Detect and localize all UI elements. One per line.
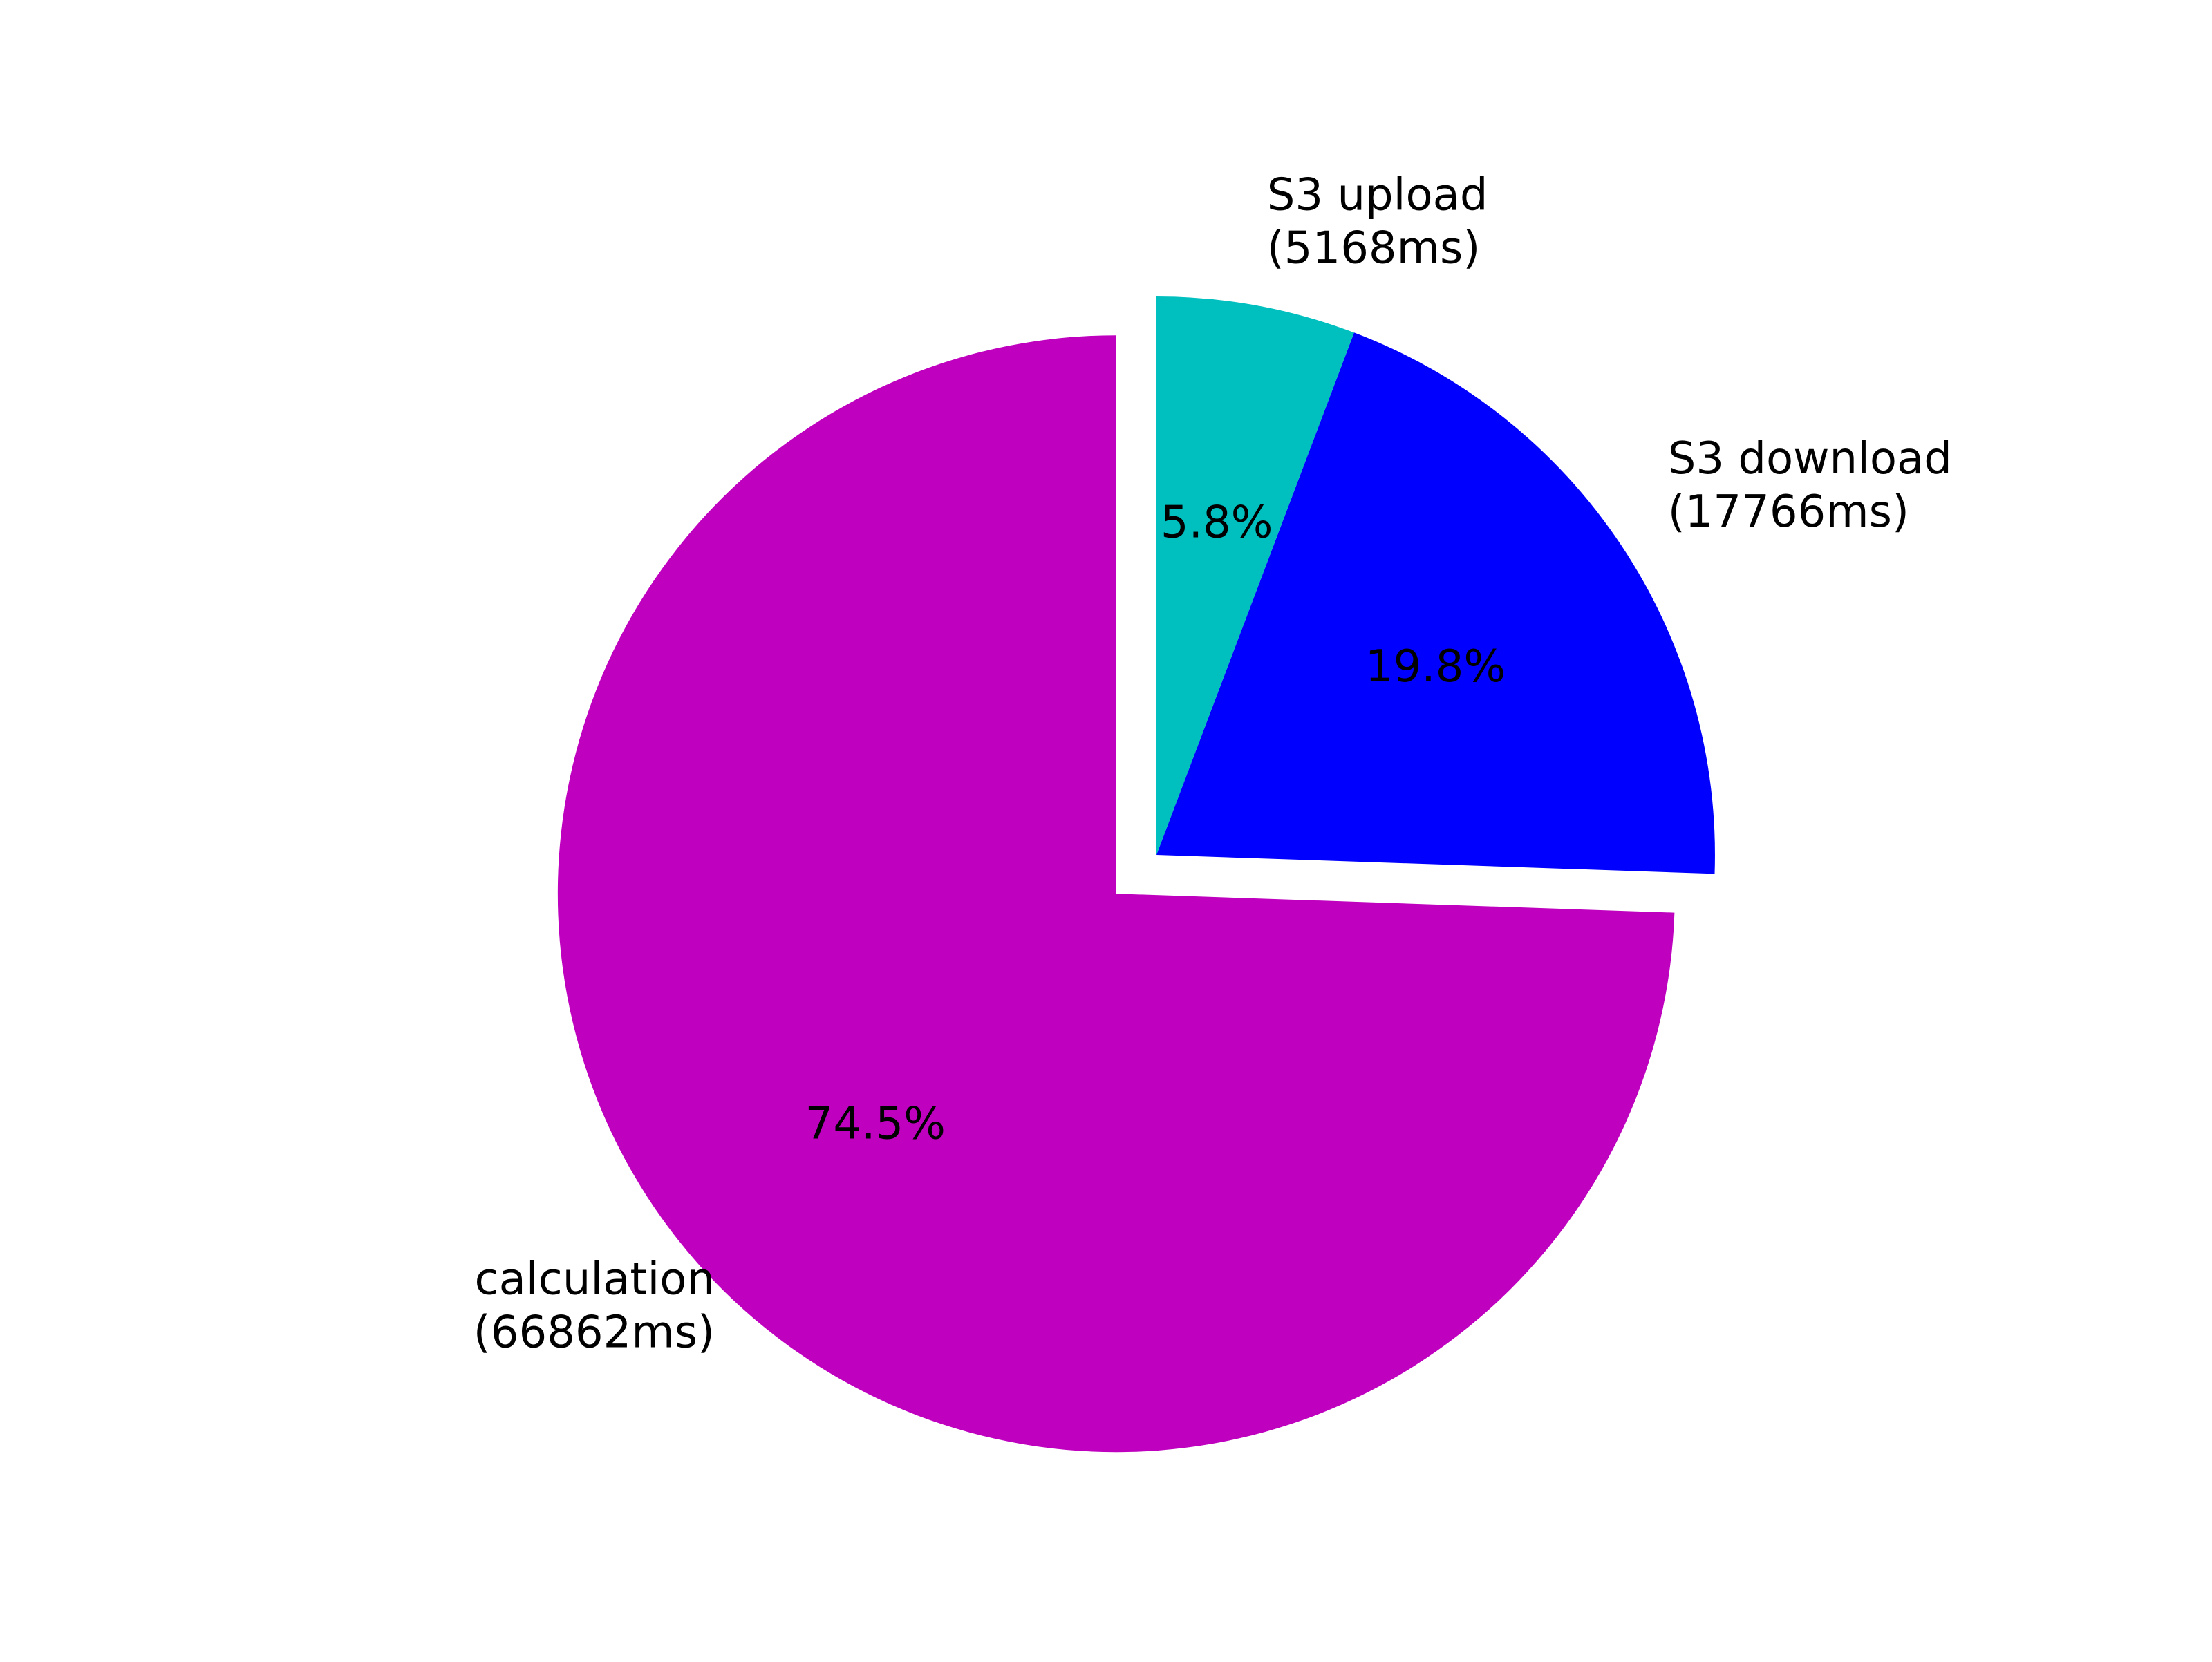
pie-slice-s3-download — [1156, 332, 1715, 874]
slice-value-calculation: (66862ms) — [474, 1307, 715, 1358]
pct-label-calculation: 74.5% — [805, 1099, 946, 1150]
slice-value-s3-upload: (5168ms) — [1267, 223, 1481, 274]
labels-layer: 74.5% calculation(66862ms) 19.8% S3 downloa… — [474, 169, 1952, 1358]
slices-layer — [557, 296, 1715, 1453]
slice-label-s3-upload: S3 upload — [1267, 169, 1488, 220]
slice-label-calculation: calculation — [474, 1254, 715, 1305]
pct-label-s3-download: 19.8% — [1365, 641, 1506, 692]
pie-slice-calculation — [557, 335, 1675, 1453]
slice-label-s3-download: S3 download — [1668, 433, 1952, 484]
slice-value-s3-download: (17766ms) — [1668, 487, 1909, 538]
pie-slice-s3-upload — [1156, 296, 1354, 855]
pct-label-s3-upload: 5.8% — [1161, 498, 1273, 549]
